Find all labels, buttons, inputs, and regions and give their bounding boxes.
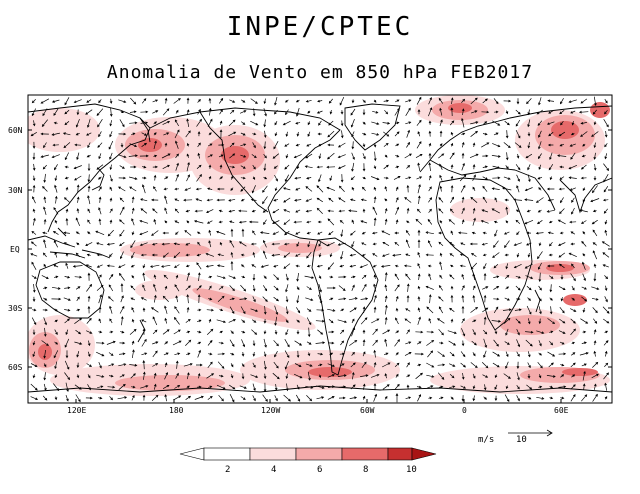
colorbar-segment bbox=[179, 447, 205, 461]
reference-unit: m/s bbox=[478, 435, 494, 445]
lon-label: 0 bbox=[462, 406, 467, 415]
lon-label: 180 bbox=[169, 406, 184, 415]
lon-label: 60W bbox=[360, 406, 375, 415]
colorbar-segment bbox=[203, 447, 251, 461]
reference-vector: m/s 10 bbox=[478, 429, 553, 445]
colorbar-tick: 10 bbox=[406, 465, 417, 475]
wind-vector-field bbox=[30, 96, 610, 403]
lat-label: 30N bbox=[8, 186, 23, 195]
colorbar-tick: 2 bbox=[225, 465, 230, 475]
colorbar-tick: 8 bbox=[363, 465, 368, 475]
lon-label: 120E bbox=[67, 406, 86, 415]
lon-label: 120W bbox=[261, 406, 280, 415]
lat-label: 60N bbox=[8, 126, 23, 135]
reference-value: 10 bbox=[516, 435, 527, 445]
colorbar-segment bbox=[295, 447, 343, 461]
wind-vectors bbox=[30, 96, 610, 403]
colorbar bbox=[179, 447, 437, 461]
lat-label: 60S bbox=[8, 363, 23, 372]
map-subtitle: Anomalia de Vento em 850 hPa FEB2017 bbox=[106, 62, 534, 83]
colorbar-tick: 6 bbox=[317, 465, 322, 475]
lon-label: 60E bbox=[554, 406, 569, 415]
colorbar-segment bbox=[249, 447, 297, 461]
colorbar-segment bbox=[387, 447, 413, 461]
lat-label: EQ bbox=[10, 245, 20, 254]
anomaly-shading bbox=[28, 95, 610, 396]
colorbar-tick: 4 bbox=[271, 465, 276, 475]
lat-label: 30S bbox=[8, 304, 23, 313]
colorbar-segment bbox=[341, 447, 389, 461]
colorbar-segment bbox=[411, 447, 437, 461]
continent-outlines bbox=[28, 103, 612, 393]
main-title: INPE/CPTEC bbox=[226, 12, 414, 42]
